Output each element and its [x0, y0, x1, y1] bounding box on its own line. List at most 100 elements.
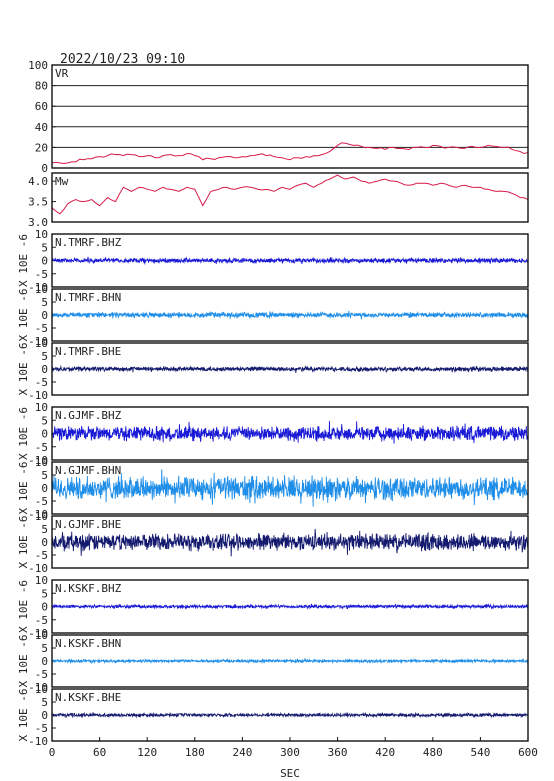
- y-tick-label: 5: [41, 587, 48, 600]
- y-tick-label: 10: [35, 629, 48, 642]
- y-axis-label: X 10E -6: [17, 407, 30, 460]
- y-tick-label: 5: [41, 469, 48, 482]
- x-axis: 0 60 120 180 240 300 360 420 480 540 600: [49, 737, 538, 759]
- y-tick-label: -5: [35, 441, 48, 454]
- panel-frame: [51, 172, 529, 223]
- y-tick-label: -5: [35, 722, 48, 735]
- y-axis-label: X 10E -6: [17, 689, 30, 742]
- x-axis-label: SEC: [280, 767, 300, 780]
- series-line: [51, 364, 529, 373]
- y-tick-label: 0: [41, 255, 48, 268]
- panel-label: N.GJMF.BHZ: [55, 409, 122, 422]
- y-tick-label: -5: [35, 376, 48, 389]
- y-tick-label: 3.0: [28, 216, 48, 229]
- figure-timestamp: 2022/10/23 09:10: [60, 52, 185, 67]
- x-tick-label: 480: [423, 746, 443, 759]
- panel-label: N.TMRF.BHN: [55, 291, 121, 304]
- panel-label: VR: [55, 67, 69, 80]
- panel-label: N.GJMF.BHN: [55, 464, 121, 477]
- y-tick-label: 3.5: [28, 196, 48, 209]
- y-tick-label: 5: [41, 241, 48, 254]
- panel-frame: [51, 634, 529, 688]
- y-tick-label: 5: [41, 523, 48, 536]
- panel-label: N.GJMF.BHE: [55, 518, 121, 531]
- y-tick-label: 80: [35, 80, 48, 93]
- y-tick-label: 0: [41, 655, 48, 668]
- y-tick-label: -10: [28, 335, 48, 348]
- x-tick-label: 420: [375, 746, 395, 759]
- y-tick-label: -10: [28, 562, 48, 575]
- series-line: [51, 310, 529, 320]
- y-tick-label: -10: [28, 281, 48, 294]
- y-tick-label: 100: [28, 59, 48, 72]
- y-tick-label: 60: [35, 100, 48, 113]
- y-tick-label: 5: [41, 414, 48, 427]
- y-tick-label: 4.0: [28, 175, 48, 188]
- y-tick-label: 5: [41, 350, 48, 363]
- x-tick-label: 540: [470, 746, 490, 759]
- y-tick-label: 5: [41, 642, 48, 655]
- series-line: [51, 711, 529, 719]
- y-tick-label: -10: [28, 508, 48, 521]
- panel-frame: [51, 406, 529, 461]
- series-line: [51, 603, 529, 610]
- y-axis-label: X 10E -6: [17, 289, 30, 342]
- y-tick-label: -5: [35, 549, 48, 562]
- x-tick-label: 0: [49, 746, 56, 759]
- panel-frame: [51, 64, 529, 169]
- y-tick-label: 10: [35, 283, 48, 296]
- y-tick-label: 0: [41, 309, 48, 322]
- x-tick-label: 60: [93, 746, 106, 759]
- panel-label: N.TMRF.BHZ: [55, 236, 122, 249]
- panel-frame: [51, 342, 529, 396]
- y-tick-label: -5: [35, 668, 48, 681]
- y-tick-label: -5: [35, 614, 48, 627]
- panel-label: Mw: [55, 175, 69, 188]
- y-tick-label: -10: [28, 389, 48, 402]
- series-line: [51, 142, 529, 164]
- y-tick-label: 10: [35, 683, 48, 696]
- panel-label: N.KSKF.BHN: [55, 637, 121, 650]
- y-axis-label: X 10E -6: [17, 462, 30, 515]
- panel-mw: 4.0 3.5 3.0 Mw: [28, 172, 529, 229]
- y-tick-label: 10: [35, 456, 48, 469]
- y-axis-label: X 10E -6: [17, 580, 30, 633]
- y-tick-label: 5: [41, 296, 48, 309]
- x-tick-label: 180: [185, 746, 205, 759]
- series-line: [51, 657, 529, 665]
- series-line: [51, 174, 529, 215]
- panel-frame: [51, 515, 529, 569]
- y-tick-label: 0: [41, 709, 48, 722]
- x-tick-label: 300: [280, 746, 300, 759]
- y-tick-label: 40: [35, 121, 48, 134]
- y-tick-label: -10: [28, 735, 48, 748]
- series-line: [51, 469, 529, 507]
- y-tick-label: 0: [41, 601, 48, 614]
- panel-label: N.KSKF.BHE: [55, 691, 121, 704]
- y-tick-label: 10: [35, 574, 48, 587]
- panel-frame: [51, 461, 529, 515]
- panel-label: N.TMRF.BHE: [55, 345, 121, 358]
- y-axis-label: X 10E -6: [17, 343, 30, 396]
- panel-vr: 100 80 60 40 20 0 VR: [28, 59, 529, 175]
- y-axis-label: X 10E -6: [17, 635, 30, 688]
- panel-frame: [51, 233, 529, 288]
- y-tick-label: 10: [35, 228, 48, 241]
- y-tick-label: -10: [28, 681, 48, 694]
- y-tick-label: 0: [41, 482, 48, 495]
- y-tick-label: 10: [35, 510, 48, 523]
- y-tick-label: -5: [35, 495, 48, 508]
- x-tick-label: 600: [518, 746, 538, 759]
- series-line: [51, 528, 529, 557]
- y-tick-label: -10: [28, 454, 48, 467]
